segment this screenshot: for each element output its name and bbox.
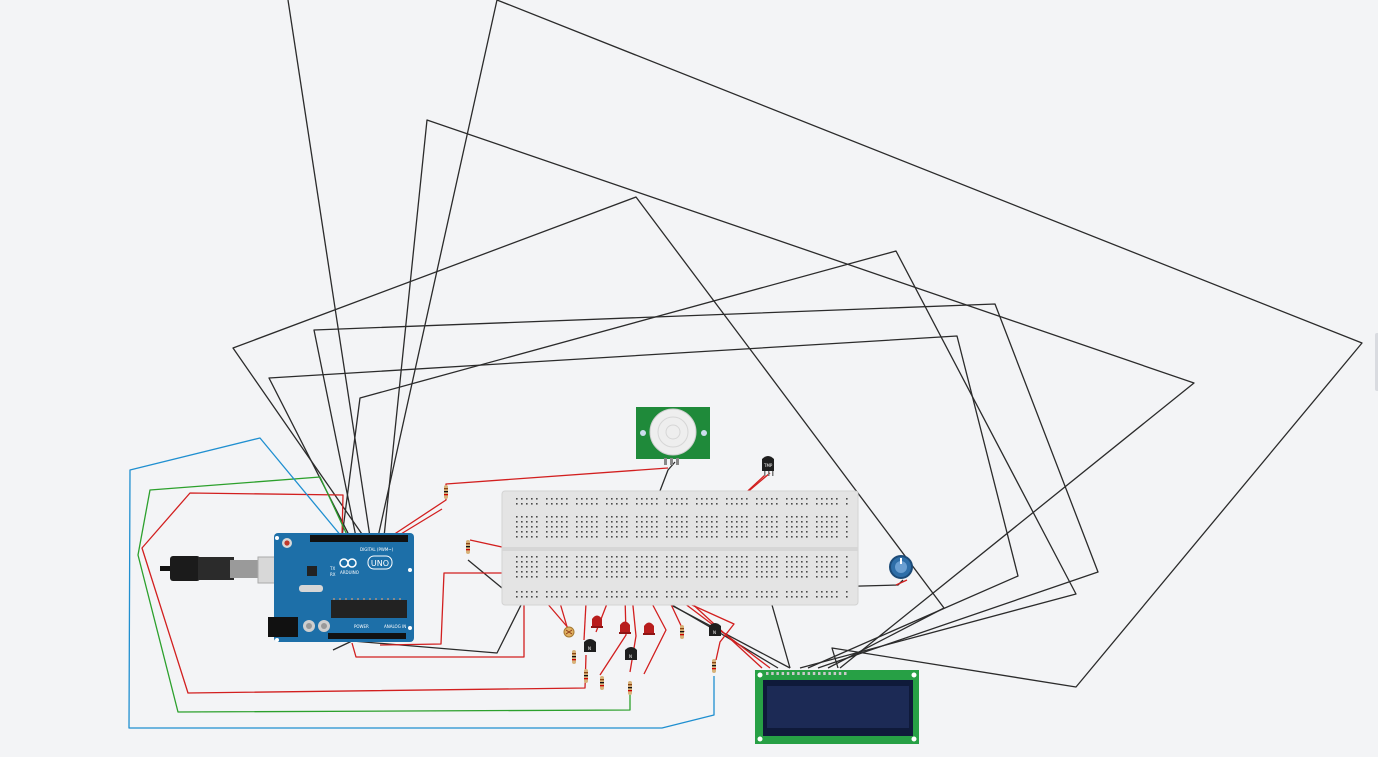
transistor: N [584, 639, 596, 652]
usb-cable[interactable] [160, 556, 295, 584]
breadboard[interactable] [501, 490, 859, 606]
pir-motion-sensor[interactable] [636, 407, 710, 465]
breadboard-holes [516, 498, 848, 598]
svg-text:N: N [588, 646, 591, 651]
temperature-sensor[interactable]: TMP [762, 456, 774, 476]
blue-wire[interactable] [128, 437, 715, 729]
rx-label: RX [330, 572, 336, 577]
transistor: N [625, 647, 637, 660]
power-label: POWER [354, 624, 369, 629]
photoresistor[interactable] [563, 626, 575, 638]
tx-label: TX [329, 566, 335, 571]
green-wire[interactable] [137, 476, 631, 713]
resistor [600, 676, 604, 690]
digital-pins-label: DIGITAL (PWM~) [360, 547, 394, 552]
red-leds[interactable] [591, 615, 655, 636]
uno-logo-text: UNO [371, 559, 389, 568]
transistor: N [709, 623, 721, 636]
tmp-label: TMP [763, 463, 773, 468]
resistor [680, 625, 684, 639]
led [619, 621, 631, 634]
digital-header[interactable] [310, 535, 408, 542]
atmega-chip [331, 600, 407, 618]
resistors[interactable] [444, 485, 716, 695]
resistor [444, 485, 448, 499]
resistor [584, 669, 588, 683]
transistors[interactable]: N N N [584, 623, 721, 660]
resistor [628, 681, 632, 695]
resistor [712, 659, 716, 673]
led [591, 615, 603, 628]
arduino-uno-board[interactable]: UNO ARDUINO DIGITAL (PWM~) POWER ANALOG … [160, 533, 414, 642]
svg-text:N: N [713, 630, 716, 635]
arduino-brand-label: ARDUINO [340, 570, 359, 575]
led [643, 622, 655, 635]
power-jack [268, 617, 298, 637]
potentiometer[interactable] [889, 555, 913, 579]
lcd-display[interactable] [755, 670, 919, 744]
panel-resize-handle[interactable] [1375, 333, 1378, 391]
analog-in-label: ANALOG IN [384, 624, 406, 629]
resistor [466, 540, 470, 554]
analog-header[interactable] [328, 633, 406, 639]
svg-text:N: N [629, 654, 632, 659]
resistor [572, 650, 576, 664]
